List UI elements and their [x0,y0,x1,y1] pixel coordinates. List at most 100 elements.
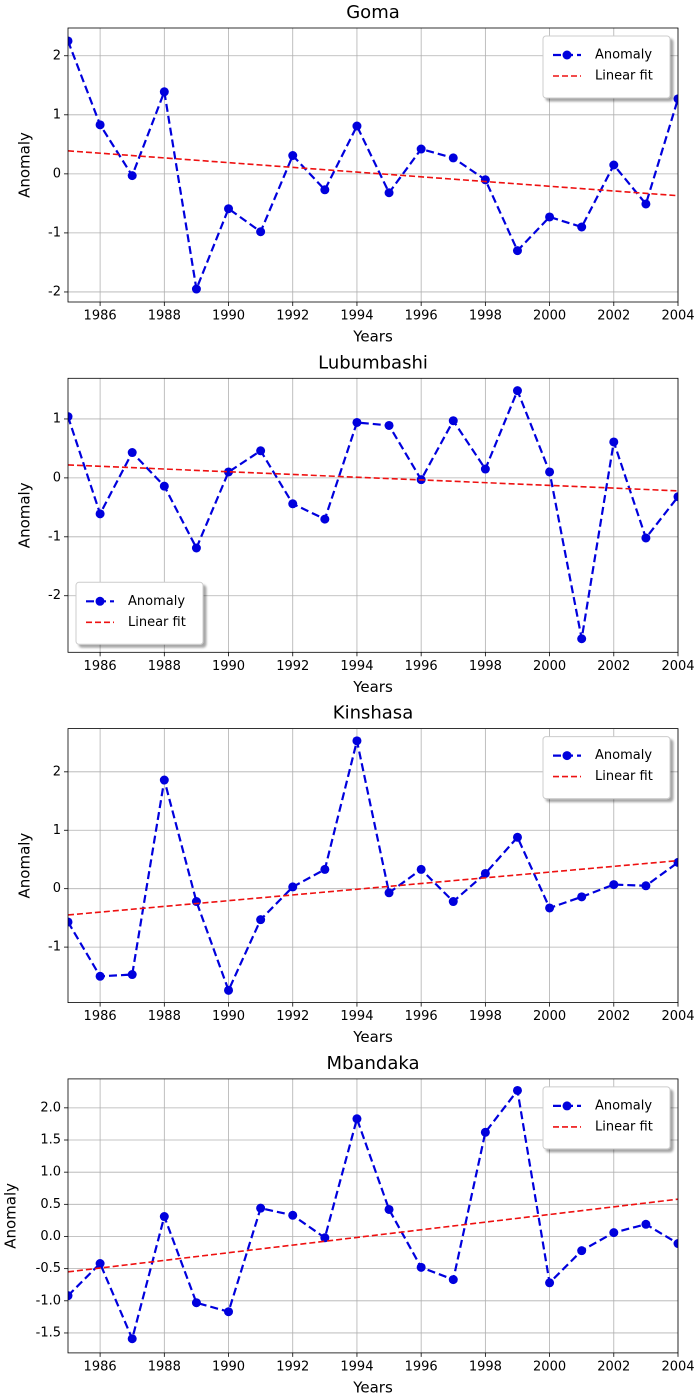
marker [641,533,651,543]
x-tick-label: 1990 [212,659,245,674]
marker [673,1239,678,1249]
y-tick-label: -1.5 [36,1325,61,1340]
plot-area [68,736,678,995]
legend-box [542,1086,671,1150]
marker [352,1114,362,1124]
chart-title: Mbandaka [327,1053,420,1074]
marker [320,514,330,524]
x-tick-label: 2004 [661,1359,694,1374]
marker [352,736,362,746]
marker [159,1212,169,1222]
marker [95,1258,105,1268]
axes-frame [67,1078,679,1354]
marker [127,970,137,980]
x-tick-label: 2000 [533,1009,566,1024]
marker [288,499,298,509]
marker [416,864,426,874]
x-tick-label: 1988 [148,309,181,324]
x-tick-label: 1996 [405,1009,438,1024]
marker [448,897,458,907]
marker [256,227,266,237]
x-tick-label: 2000 [533,1359,566,1374]
legend-box [542,736,671,800]
marker [191,284,201,294]
y-tick-label: 1 [53,107,61,122]
marker [127,1334,137,1344]
marker [480,464,490,474]
y-axis-label: Anomaly [2,1183,20,1249]
x-axis-label: Years [352,1378,393,1396]
y-tick-label: -1.0 [36,1293,61,1308]
x-axis-label: Years [352,328,393,346]
marker [545,903,555,913]
anomaly-line [68,1087,678,1343]
marker [545,467,555,477]
marker [448,1275,458,1285]
marker [224,204,234,214]
legend-label: Linear fit [595,769,653,784]
x-tick-label: 1990 [212,309,245,324]
marker [224,467,234,477]
marker [384,188,394,198]
legend-label: Anomaly [595,748,652,763]
legend: Anomaly Linear fit [542,736,671,800]
y-tick-label: 2 [53,48,61,63]
chart-title: Lubumbashi [318,352,428,373]
marker [673,94,678,104]
x-tick-label: 1994 [340,1359,373,1374]
x-tick-label: 1986 [84,1359,117,1374]
marker [641,199,651,209]
y-tick-label: -1 [48,529,61,544]
x-tick-label: 2002 [597,309,630,324]
x-tick-label: 2004 [661,309,694,324]
y-tick-label: -0.5 [36,1261,61,1276]
legend-marker [562,50,572,60]
x-tick-label: 1990 [212,1359,245,1374]
fit-line [68,150,678,197]
marker [288,882,298,892]
marker [191,1298,201,1308]
x-tick-label: 1996 [405,309,438,324]
marker [127,448,137,458]
x-tick-label: 1986 [84,659,117,674]
x-tick-label: 2000 [533,659,566,674]
subplot: Kinshasa Years Anomaly 1986 1988 1990 1992 1994… [16,703,695,1047]
y-tick-label: 0.0 [40,1229,61,1244]
marker [480,868,490,878]
marker [127,171,137,181]
anomaly-line [68,387,678,639]
marker [95,971,105,981]
marker [95,509,105,519]
legend-marker [562,1101,572,1111]
axes-frame [67,377,679,653]
legend-box [542,35,671,99]
legend-marker [95,596,105,606]
y-tick-label: 0 [53,881,61,896]
y-tick-label: 0 [53,166,61,181]
x-tick-label: 2004 [661,1009,694,1024]
marker [673,857,678,867]
marker [288,151,298,161]
legend: Anomaly Linear fit [542,35,671,99]
legend: Anomaly Linear fit [75,581,204,645]
marker [320,1233,330,1243]
y-tick-label: 0.5 [40,1197,61,1212]
marker [68,36,73,46]
anomaly-line [68,40,678,294]
marker [609,160,619,170]
marker [673,492,678,502]
legend-box [75,581,204,645]
plot-area [68,1085,678,1344]
legend-label: Anomaly [128,594,185,609]
y-tick-label: 1.0 [40,1165,61,1180]
x-axis-label: Years [352,1028,393,1046]
legend-label: Anomaly [595,1098,652,1113]
x-tick-label: 1988 [148,1359,181,1374]
x-tick-label: 2002 [597,1009,630,1024]
y-tick-label: 2.0 [40,1100,61,1115]
marker [609,1228,619,1238]
marker [352,417,362,427]
marker [577,892,587,902]
marker [480,175,490,185]
marker [512,832,522,842]
